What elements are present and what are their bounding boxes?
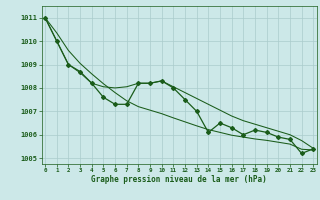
X-axis label: Graphe pression niveau de la mer (hPa): Graphe pression niveau de la mer (hPa) (91, 175, 267, 184)
